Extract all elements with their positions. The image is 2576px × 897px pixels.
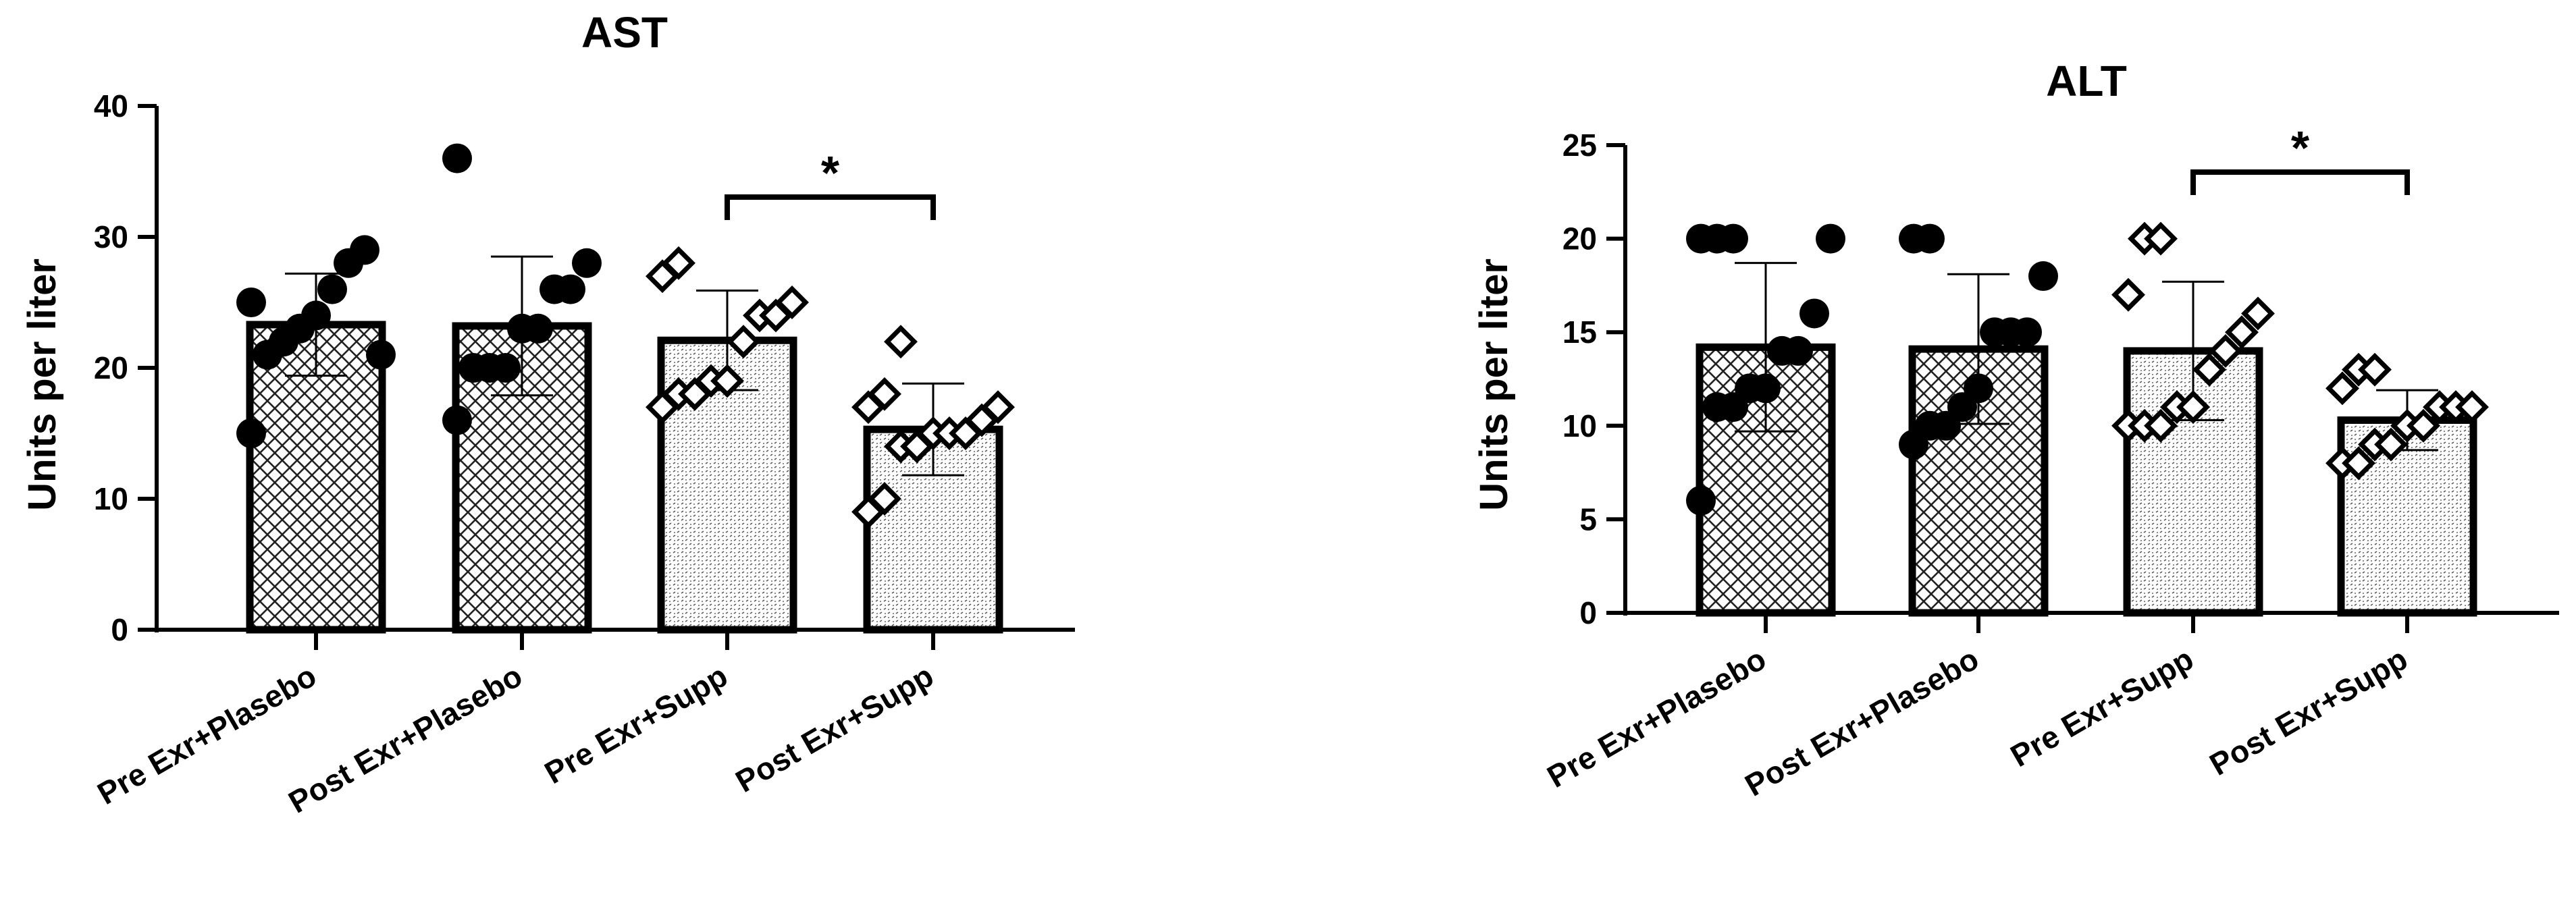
alt-category-label-3: Pre Exr+Supp — [2005, 641, 2199, 774]
alt-point-2-8 — [2012, 317, 2042, 348]
alt-point-1-1 — [1686, 485, 1716, 516]
alt-y-tick-label-1: 0 — [1579, 595, 1597, 630]
ast-point-3-9 — [775, 286, 809, 319]
alt-point-2-9 — [2028, 261, 2058, 292]
ast-point-2-1 — [442, 405, 472, 435]
alt-category-label-2: Post Exr+Plasebo — [1739, 641, 1984, 803]
ast-point-1-1 — [236, 418, 266, 448]
alt-significance-star: * — [2291, 121, 2310, 174]
alt-point-3-9 — [2241, 296, 2275, 331]
ast-category-label-4: Post Exr+Supp — [730, 658, 939, 799]
alt-point-2-5 — [1964, 373, 1993, 404]
ast-point-3-5 — [710, 364, 744, 398]
alt-point-3-6 — [2192, 352, 2226, 387]
alt-point-1-5 — [1751, 373, 1781, 404]
ast-point-4-12 — [884, 325, 918, 359]
ast-point-2-4 — [491, 353, 521, 383]
alt-point-1-9 — [1816, 223, 1845, 254]
alt-y-tick-label-2: 5 — [1579, 501, 1597, 537]
ast-significance-bracket — [725, 194, 936, 220]
alt-point-4-10 — [2325, 371, 2359, 406]
ast-y-tick-label-5: 40 — [94, 88, 128, 124]
ast-point-4-11 — [868, 377, 901, 411]
ast-point-1-10 — [236, 288, 266, 317]
alt-panel: ALT Units per liter 0 5 10 15 20 25 Pre Exr+Pl… — [1472, 57, 2559, 803]
alt-point-3-12 — [2144, 221, 2178, 256]
ast-y-axis-label: Units per liter — [20, 259, 64, 511]
alt-significance-bracket — [2190, 169, 2410, 195]
ast-point-2-9 — [572, 248, 602, 278]
ast-point-2-10 — [442, 143, 472, 173]
alt-point-1-8 — [1799, 298, 1829, 329]
ast-point-1-5 — [301, 300, 331, 331]
alt-error-bar-1 — [1735, 262, 1797, 433]
alt-point-4-4 — [2374, 427, 2408, 462]
alt-title: ALT — [2046, 57, 2127, 105]
ast-point-3-6 — [727, 325, 760, 359]
alt-point-3-10 — [2111, 277, 2145, 312]
ast-title: AST — [581, 8, 668, 57]
ast-category-label-3: Pre Exr+Supp — [539, 658, 733, 791]
alt-y-tick-label-6: 25 — [1562, 128, 1597, 163]
ast-bar-4 — [863, 425, 1003, 634]
ast-y-tick-label-4: 30 — [94, 219, 128, 254]
ast-point-4-9 — [981, 390, 1015, 425]
ast-y-tick-label-2: 10 — [94, 481, 128, 516]
alt-y-axis-label: Units per liter — [1472, 259, 1516, 511]
ast-category-label-2: Post Exr+Plasebo — [282, 658, 528, 820]
alt-point-1-12 — [1718, 223, 1748, 254]
alt-point-4-2 — [2342, 446, 2375, 481]
ast-point-2-6 — [523, 313, 553, 344]
ast-point-1-8 — [350, 235, 379, 265]
alt-category-label-4: Post Exr+Supp — [2204, 641, 2413, 782]
alt-point-4-6 — [2407, 408, 2440, 443]
ast-point-1-9 — [366, 339, 396, 370]
ast-y-tick-label-3: 20 — [94, 350, 128, 385]
alt-y-tick-label-4: 15 — [1562, 315, 1597, 350]
alt-y-tick-label-5: 20 — [1562, 221, 1597, 256]
ast-point-3-11 — [662, 246, 695, 280]
alt-point-3-8 — [2225, 315, 2259, 350]
alt-point-3-3 — [2144, 408, 2178, 443]
ast-significance-star: * — [821, 146, 840, 199]
alt-point-2-11 — [1915, 223, 1945, 254]
ast-y-tick-label-1: 0 — [111, 612, 128, 647]
ast-point-2-8 — [556, 274, 585, 304]
alt-y-tick-label-3: 10 — [1562, 408, 1597, 443]
alt-category-label-1: Pre Exr+Plasebo — [1541, 641, 1772, 794]
alt-point-1-7 — [1783, 335, 1813, 366]
alt-point-4-9 — [2455, 390, 2489, 425]
alt-point-3-5 — [2176, 390, 2210, 425]
alt-point-3-7 — [2209, 333, 2242, 368]
alt-point-4-12 — [2358, 352, 2392, 387]
ast-point-1-6 — [317, 274, 347, 304]
ast-point-4-2 — [868, 482, 901, 516]
